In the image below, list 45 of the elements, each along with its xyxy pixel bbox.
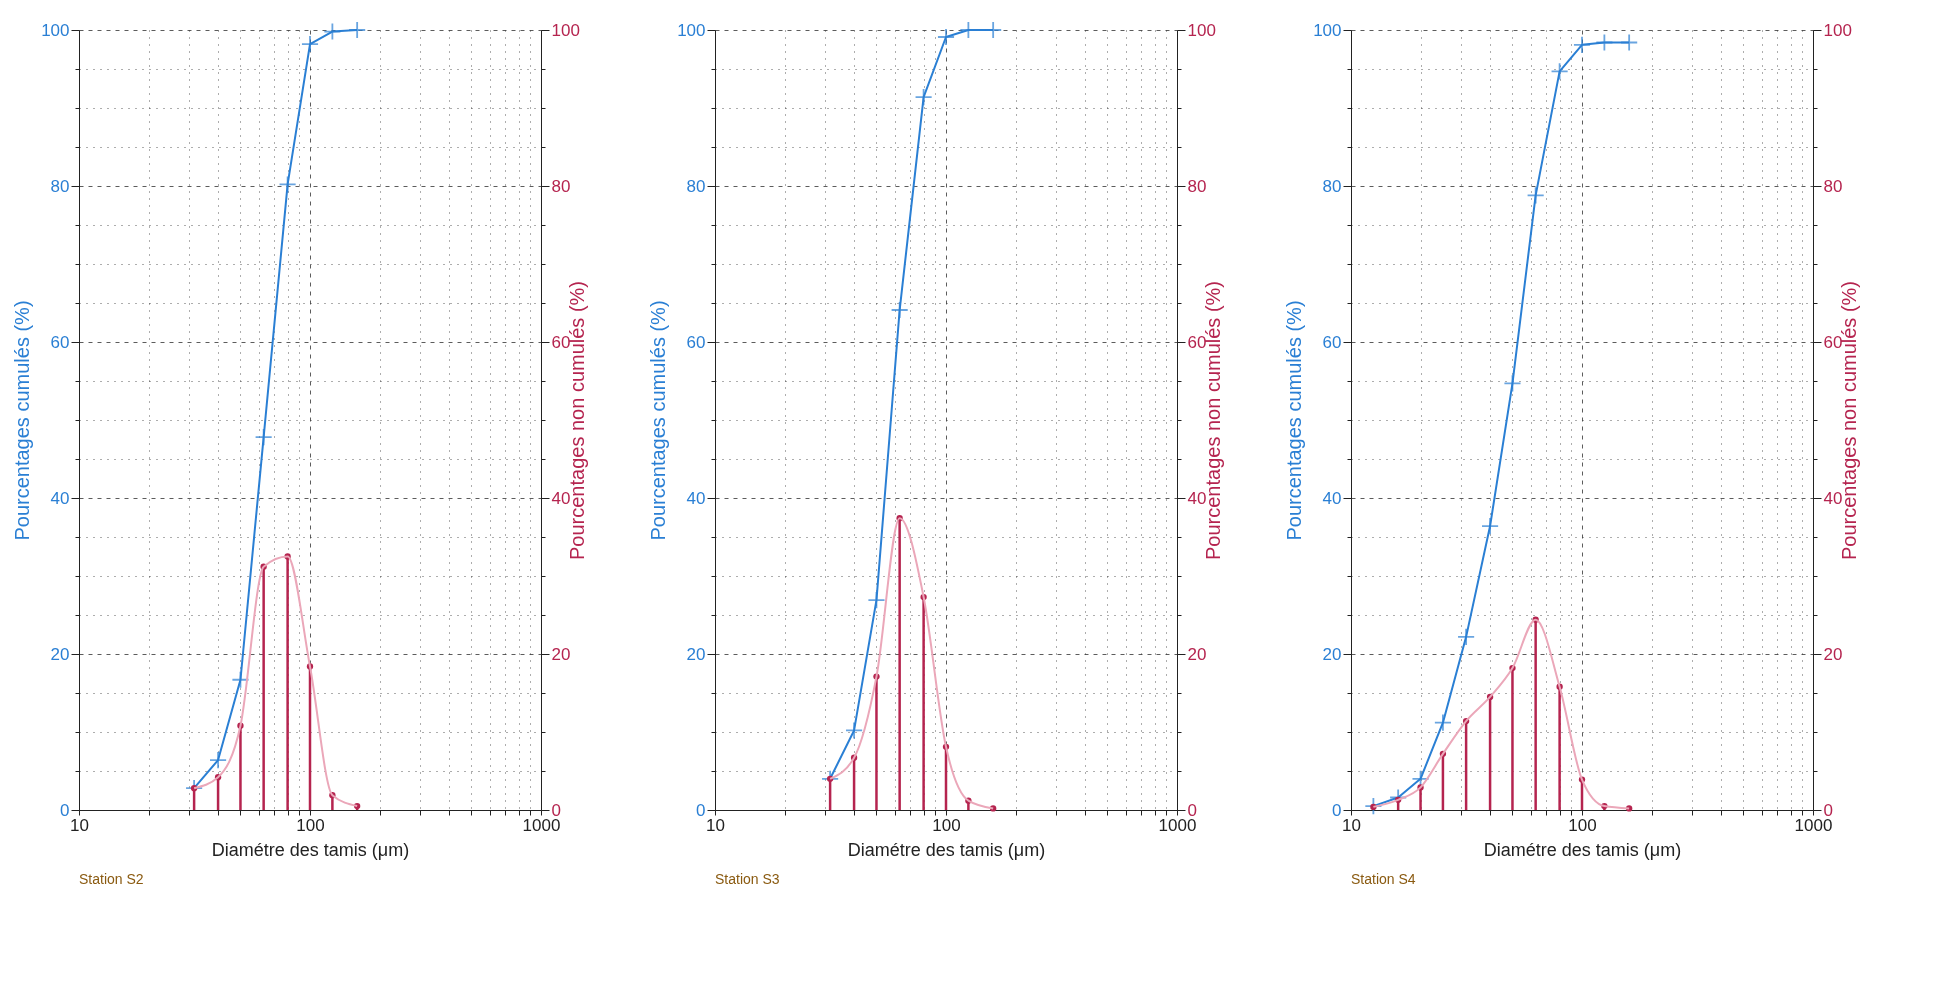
x-tick-label: 10 (70, 815, 89, 835)
y-tick-label: 100 (41, 20, 70, 40)
y-tick-label: 80 (686, 176, 706, 196)
y-axis-title: Pourcentages cumulés (%) (1283, 300, 1306, 541)
y-axis-title: Pourcentages cumulés (%) (647, 300, 670, 541)
x-tick-label: 10 (706, 815, 725, 835)
y-tick-label: 20 (686, 644, 706, 664)
y2-tick-label: 40 (1823, 488, 1843, 508)
text: Station S3 (715, 871, 780, 887)
y-tick-label: 20 (1322, 644, 1342, 664)
x-axis-title: Diamétre des tamis (μm) (1483, 839, 1682, 860)
x-tick-label: 100 (296, 815, 325, 835)
y2-tick-label: 100 (1823, 20, 1852, 40)
x-tick-label: 100 (932, 815, 961, 835)
y-tick-label: 40 (1322, 488, 1342, 508)
x-tick-label: 10 (1342, 815, 1361, 835)
text: Station S2 (79, 871, 144, 887)
x-axis-title: Diamétre des tamis (μm) (211, 839, 410, 860)
y-tick-label: 80 (1322, 176, 1342, 196)
y-tick-label: 20 (50, 644, 70, 664)
y-tick-label: 0 (1332, 800, 1342, 820)
x-tick-label: 100 (1568, 815, 1597, 835)
x-axis-title: Diamétre des tamis (μm) (847, 839, 1046, 860)
y-tick-label: 100 (1313, 20, 1342, 40)
y-tick-label: 0 (60, 800, 70, 820)
y2-tick-label: 40 (1187, 488, 1207, 508)
y2-tick-label: 80 (1187, 176, 1207, 196)
y-tick-label: 60 (686, 332, 706, 352)
y-tick-label: 60 (1322, 332, 1342, 352)
y-tick-label: 100 (677, 20, 706, 40)
y2-tick-label: 80 (1823, 176, 1843, 196)
y2-tick-label: 100 (1187, 20, 1216, 40)
y-tick-label: 40 (50, 488, 70, 508)
y-tick-label: 60 (50, 332, 70, 352)
text: Station S4 (1351, 871, 1416, 887)
y-tick-label: 0 (696, 800, 706, 820)
y2-tick-label: 20 (1187, 644, 1207, 664)
y-tick-label: 80 (50, 176, 70, 196)
y2-tick-label: 100 (551, 20, 580, 40)
y-axis-title: Pourcentages cumulés (%) (11, 300, 34, 541)
y2-tick-label: 40 (551, 488, 571, 508)
y2-tick-label: 20 (551, 644, 571, 664)
y-tick-label: 40 (686, 488, 706, 508)
y2-tick-label: 80 (551, 176, 571, 196)
y2-tick-label: 20 (1823, 644, 1843, 664)
